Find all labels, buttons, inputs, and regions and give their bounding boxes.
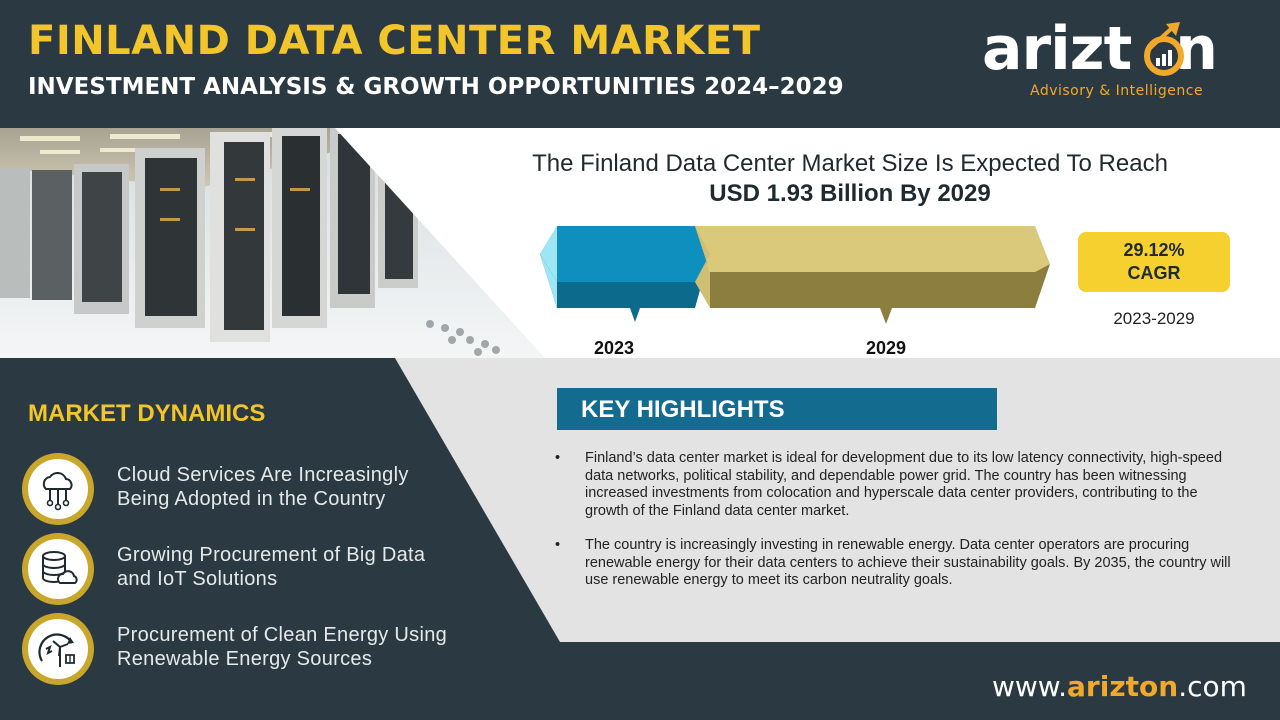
cloud-network-icon: [42, 472, 73, 511]
website-link[interactable]: www.arizton.com: [992, 670, 1247, 703]
key-highlights-list: Finland’s data center market is ideal fo…: [555, 450, 1245, 607]
end-year-label: 2029: [866, 338, 907, 358]
key-highlights-title: KEY HIGHLIGHTS: [581, 396, 785, 423]
renewable-energy-icon: [38, 633, 75, 667]
page-title: FINLAND DATA CENTER MARKET: [28, 18, 761, 64]
dynamics-item-label: Procurement of Clean Energy Using: [117, 624, 448, 646]
dynamics-item-label: Cloud Services Are Increasingly: [117, 464, 409, 486]
market-dynamics-title: MARKET DYNAMICS: [28, 400, 266, 427]
arizton-logo[interactable]: arizt n: [982, 14, 1218, 84]
growth-arrow-graphic: [540, 226, 1050, 324]
dynamics-item-cloud: Cloud Services Are Increasingly Being Ad…: [22, 453, 502, 529]
dynamics-item-energy: Procurement of Clean Energy Using Renewa…: [22, 613, 502, 689]
growth-chart-o-icon: [1144, 22, 1184, 76]
dynamics-item-bigdata: Growing Procurement of Big Data and IoT …: [22, 533, 502, 609]
database-cloud-icon: [42, 551, 78, 584]
key-highlights-header: KEY HIGHLIGHTS: [557, 388, 997, 430]
url-brand: arizton: [1067, 670, 1179, 703]
page-subtitle: INVESTMENT ANALYSIS & GROWTH OPPORTUNITI…: [28, 74, 844, 100]
market-size-statement: The Finland Data Center Market Size Is E…: [532, 150, 1168, 177]
cagr-value: 29.12%: [1123, 240, 1185, 260]
dynamics-item-label: Growing Procurement of Big Data: [117, 544, 426, 566]
cagr-period: 2023-2029: [1113, 309, 1195, 328]
list-item: The country is increasingly investing in…: [555, 537, 1245, 590]
market-size-value: USD 1.93 Billion By 2029: [709, 180, 991, 207]
cagr-label: CAGR: [1127, 263, 1181, 283]
header: FINLAND DATA CENTER MARKET INVESTMENT AN…: [0, 0, 1280, 128]
dynamics-item-label: Renewable Energy Sources: [117, 648, 373, 670]
dynamics-item-label: Being Adopted in the Country: [117, 488, 386, 510]
logo-tagline: Advisory & Intelligence: [1030, 83, 1204, 99]
cagr-badge: 29.12% CAGR: [1078, 232, 1230, 292]
url-suffix: .com: [1178, 670, 1247, 703]
data-center-photo: [0, 128, 545, 358]
list-item: Finland’s data center market is ideal fo…: [555, 450, 1245, 520]
logo-word-left: arizt: [982, 14, 1132, 84]
start-year-label: 2023: [594, 338, 635, 358]
url-prefix: www.: [992, 670, 1068, 703]
dynamics-item-label: and IoT Solutions: [117, 568, 278, 590]
